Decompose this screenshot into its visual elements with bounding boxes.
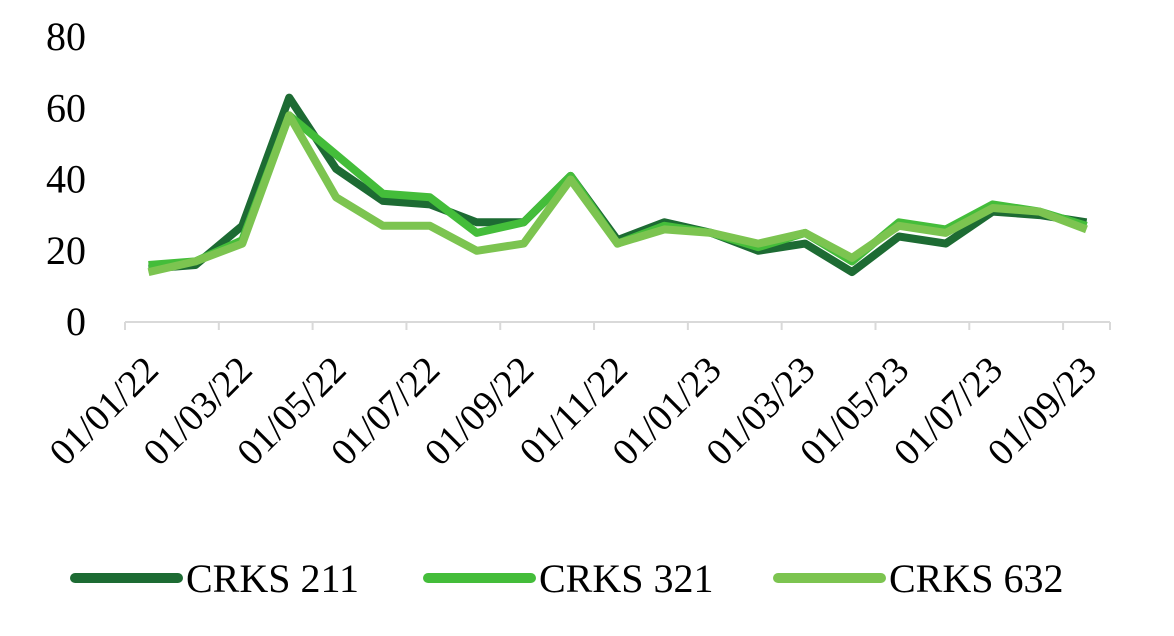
legend-label: CRKS 321 (539, 556, 714, 601)
y-tick-label: 20 (46, 228, 86, 273)
y-tick-label: 60 (46, 85, 86, 130)
y-tick-label: 40 (46, 157, 86, 202)
y-tick-label: 80 (46, 14, 86, 59)
series-line (147, 111, 1088, 276)
legend-label: CRKS 211 (186, 556, 359, 601)
y-tick-label: 0 (66, 299, 86, 344)
legend-label: CRKS 632 (889, 556, 1064, 601)
